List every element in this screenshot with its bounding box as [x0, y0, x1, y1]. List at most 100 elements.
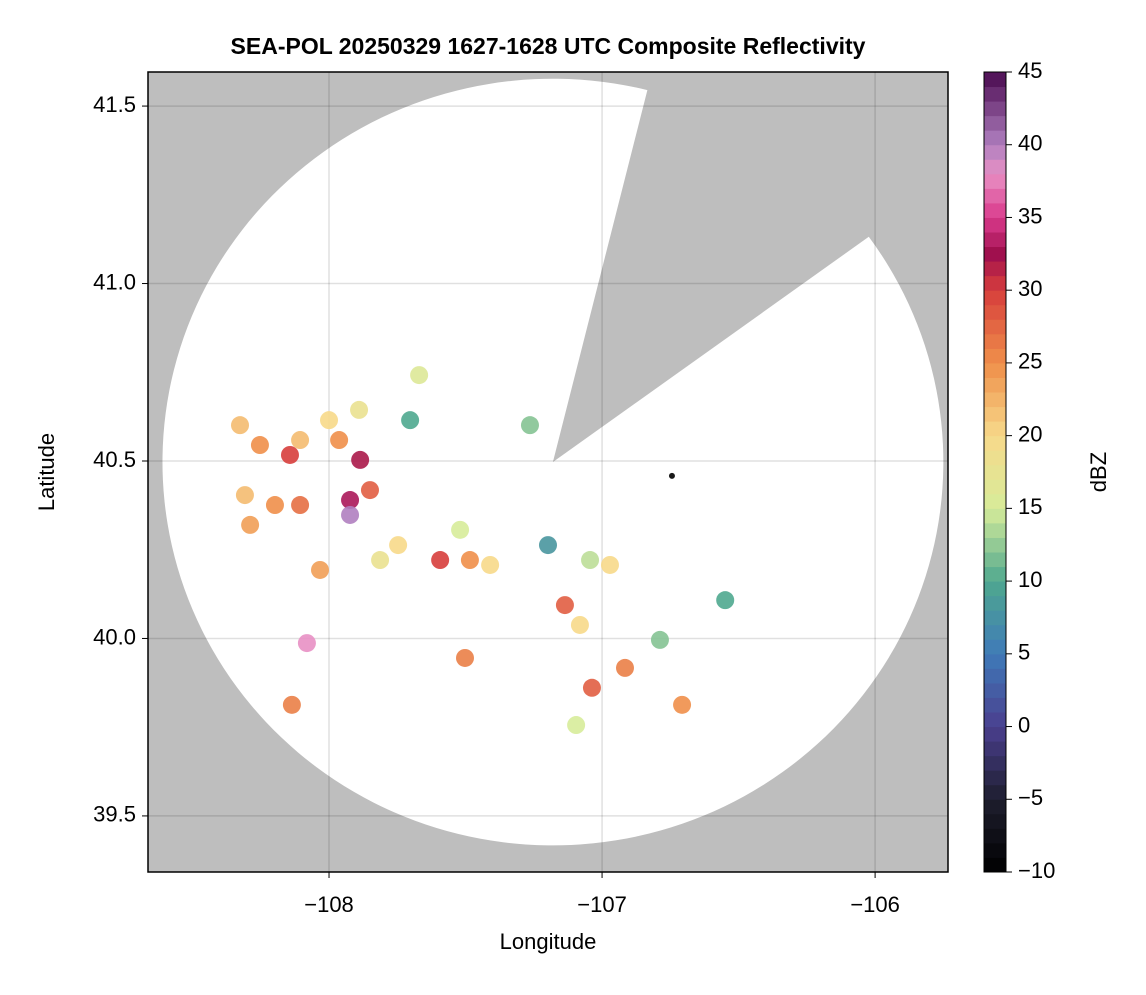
echo-cell [600, 555, 619, 574]
colorbar-swatch [984, 319, 1006, 335]
colorbar-swatch [984, 348, 1006, 364]
echo-cell [350, 400, 369, 419]
colorbar-swatch [984, 813, 1006, 829]
colorbar-swatch [984, 173, 1006, 189]
echo-cell [570, 615, 589, 634]
echo-cell [311, 560, 330, 579]
colorbar-swatch [984, 712, 1006, 728]
colorbar-swatch [984, 726, 1006, 742]
echo-cell [615, 658, 634, 677]
colorbar-swatch [984, 232, 1006, 248]
plot-frame [147, 71, 949, 873]
echo-cell [673, 695, 692, 714]
radar-coverage [162, 78, 944, 846]
echo-cell [401, 411, 420, 430]
colorbar-swatch [984, 784, 1006, 800]
colorbar-swatch [984, 217, 1006, 233]
colorbar-tick-label: −5 [1018, 785, 1043, 810]
colorbar-tick-label: 35 [1018, 203, 1042, 228]
colorbar-swatch [984, 610, 1006, 626]
colorbar-swatch [984, 842, 1006, 858]
colorbar-swatch [984, 406, 1006, 422]
colorbar-swatch [984, 144, 1006, 160]
y-tick-label: 40.0 [93, 624, 136, 649]
echo-cell [291, 496, 310, 515]
echo-cell [539, 536, 557, 555]
echo-cell [389, 536, 408, 555]
colorbar-swatch [984, 115, 1006, 131]
echo-cell [250, 436, 269, 455]
echo-cell [297, 634, 316, 653]
y-tick-label: 41.0 [93, 269, 136, 294]
colorbar-swatch [984, 435, 1006, 451]
echo-cell [567, 716, 586, 735]
colorbar-swatch [984, 72, 1006, 88]
colorbar-tick-label: 5 [1018, 640, 1030, 665]
colorbar-swatch [984, 421, 1006, 437]
echo-cell [520, 416, 539, 435]
colorbar-swatch [984, 682, 1006, 698]
x-tick-label: −106 [850, 892, 900, 917]
echo-cell [410, 366, 429, 385]
echo-cell [431, 551, 450, 570]
colorbar-swatch [984, 581, 1006, 597]
echo-cell [291, 431, 310, 450]
colorbar-tick-label: 40 [1018, 131, 1042, 156]
echo-cell [716, 591, 735, 610]
echo-cell [460, 551, 479, 570]
echo-cell [582, 678, 601, 697]
colorbar-tick-label: 25 [1018, 349, 1042, 374]
colorbar-swatch [984, 493, 1006, 509]
colorbar-swatch [984, 464, 1006, 480]
colorbar-tick-label: 45 [1018, 58, 1042, 83]
echo-cell [455, 648, 474, 667]
echo-cell [581, 551, 600, 570]
colorbar-swatch [984, 290, 1006, 306]
y-axis-label: Latitude [34, 433, 59, 511]
echo-cell [668, 472, 675, 479]
colorbar-swatch [984, 537, 1006, 553]
colorbar-swatch [984, 857, 1006, 873]
echo-cell [650, 630, 669, 649]
colorbar-swatch [984, 479, 1006, 495]
echo-cell [231, 416, 250, 435]
colorbar-label: dBZ [1086, 452, 1111, 492]
colorbar-swatch [984, 101, 1006, 117]
colorbar-tick-label: 0 [1018, 712, 1030, 737]
colorbar-swatch [984, 624, 1006, 640]
echo-cell [451, 520, 470, 539]
colorbar-swatch [984, 522, 1006, 538]
echo-cell [351, 450, 370, 469]
colorbar-swatch [984, 377, 1006, 393]
x-tick-label: −107 [577, 892, 627, 917]
x-tick-label: −108 [304, 892, 354, 917]
colorbar-swatch [984, 770, 1006, 786]
echo-cell [371, 551, 390, 570]
colorbar-tick-label: −10 [1018, 858, 1055, 883]
echo-cell [265, 496, 284, 515]
colorbar-swatch [984, 392, 1006, 408]
colorbar-tick-label: 10 [1018, 567, 1042, 592]
echo-cell [280, 445, 299, 464]
colorbar-swatch [984, 86, 1006, 102]
chart-title: SEA-POL 20250329 1627-1628 UTC Composite… [231, 33, 866, 59]
echo-cell [282, 695, 301, 714]
y-tick-label: 41.5 [93, 92, 136, 117]
colorbar-swatch [984, 246, 1006, 262]
colorbar-swatch [984, 333, 1006, 349]
echo-cell [341, 505, 360, 524]
x-axis-label: Longitude [500, 929, 597, 954]
echo-cell [341, 491, 360, 510]
colorbar-swatch [984, 552, 1006, 568]
colorbar-swatch [984, 799, 1006, 815]
echo-cell [360, 481, 379, 500]
colorbar-tick-label: 15 [1018, 494, 1042, 519]
colorbar-swatch [984, 202, 1006, 218]
echo-cell [481, 555, 500, 574]
y-tick-label: 40.5 [93, 447, 136, 472]
colorbar-swatch [984, 188, 1006, 204]
colorbar-swatch [984, 261, 1006, 277]
colorbar-swatch [984, 508, 1006, 524]
colorbar-swatch [984, 653, 1006, 669]
